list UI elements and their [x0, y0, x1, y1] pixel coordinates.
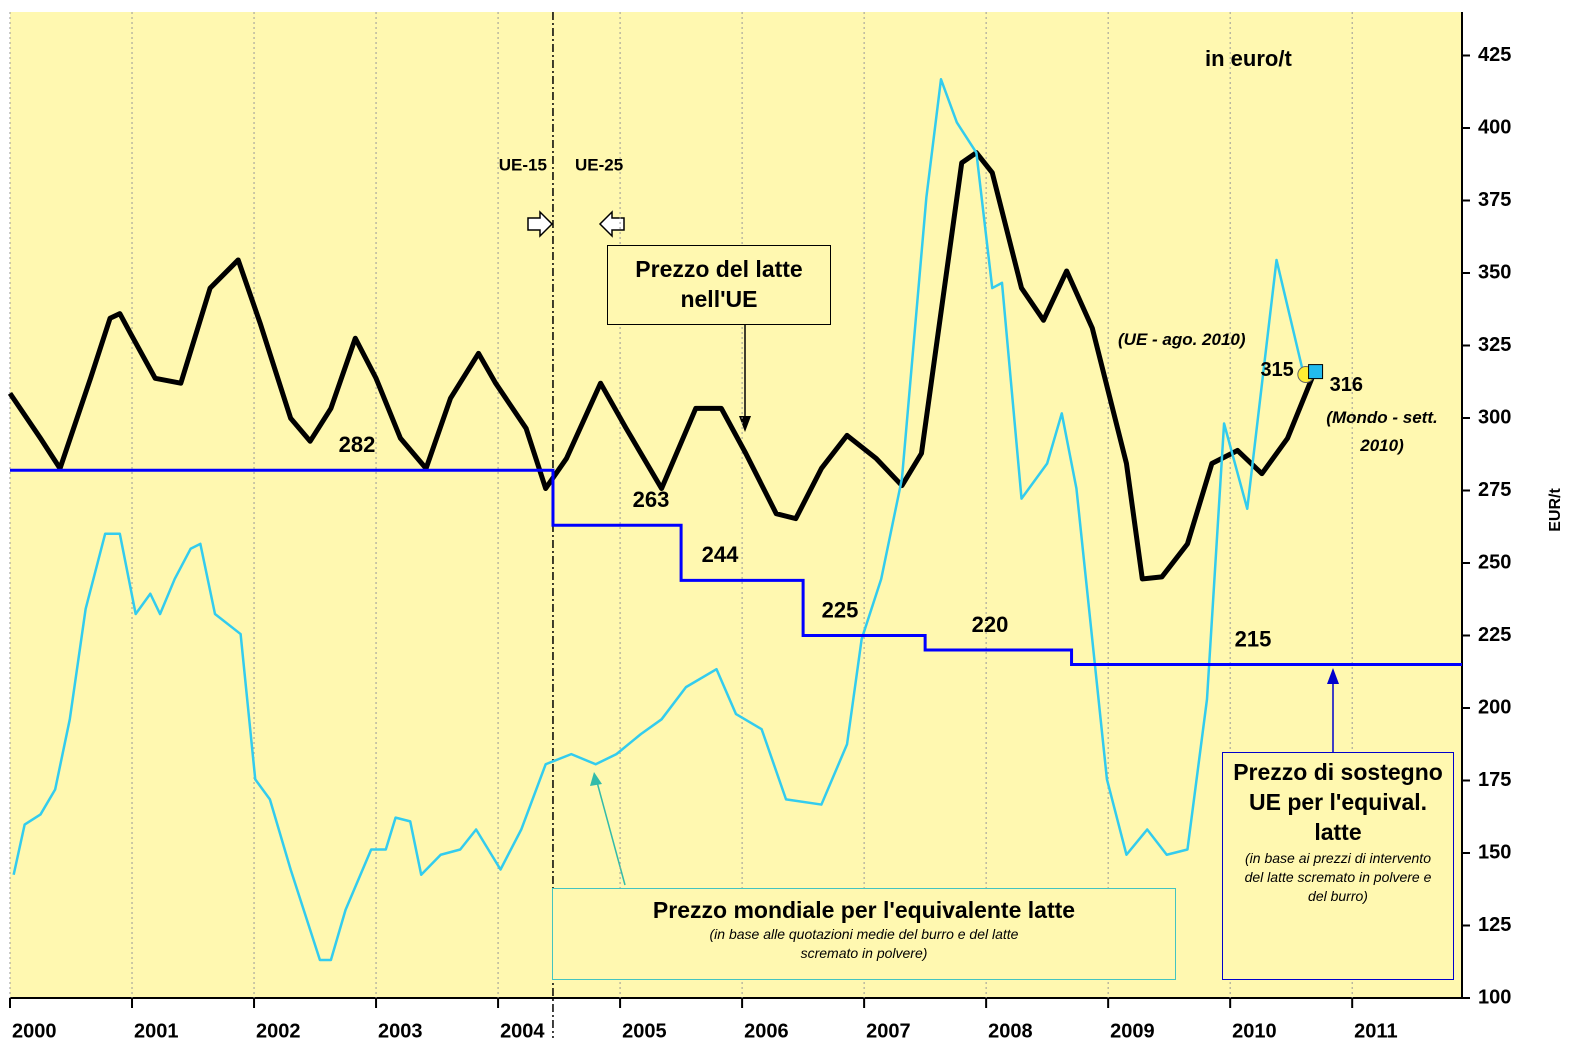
data-label: 263 [633, 487, 670, 512]
y-tick-label: 175 [1478, 769, 1511, 791]
data-label: 225 [822, 597, 859, 622]
y-tick-label: 150 [1478, 841, 1511, 863]
y-tick-label: 250 [1478, 551, 1511, 573]
x-tick-label: 2006 [744, 1020, 789, 1042]
x-tick-label: 2010 [1232, 1020, 1277, 1042]
arrow-icon [527, 210, 554, 238]
marker-value: 315 [1260, 359, 1293, 381]
y-tick-label: 275 [1478, 479, 1511, 501]
legend-label: Prezzo di sostegno UE per l'equival. lat… [1233, 759, 1443, 845]
legend-note: (in base ai prezzi di intervento del lat… [1244, 850, 1432, 904]
series-line [7, 150, 1315, 582]
pointer-head [1327, 668, 1339, 684]
x-tick-label: 2009 [1110, 1020, 1155, 1042]
support-line [10, 468, 1462, 666]
end-marker [1308, 364, 1324, 380]
legend-eu: Prezzo del latte nell'UE [607, 245, 831, 325]
divider-label: UE-25 [575, 155, 623, 174]
y-tick-label: 350 [1478, 261, 1511, 283]
y-tick-label: 400 [1478, 116, 1511, 138]
pointer-head [590, 772, 602, 786]
y-tick-label: 200 [1478, 696, 1511, 718]
legend-world: Prezzo mondiale per l'equivalente latte (… [552, 888, 1176, 980]
x-tick-label: 2005 [622, 1020, 667, 1042]
data-label: 282 [339, 432, 376, 457]
data-label: 215 [1235, 626, 1272, 651]
x-tick-label: 2002 [256, 1020, 301, 1042]
y-tick-label: 375 [1478, 189, 1511, 211]
x-tick-label: 2000 [12, 1020, 57, 1042]
marker-label: (Mondo - sett. 2010) [1326, 408, 1438, 455]
x-tick-label: 2007 [866, 1020, 911, 1042]
pointer-head [739, 416, 751, 432]
x-tick-label: 2003 [378, 1020, 423, 1042]
x-tick-label: 2008 [988, 1020, 1033, 1042]
y-tick-label: 125 [1478, 914, 1511, 936]
legend-support: Prezzo di sostegno UE per l'equival. lat… [1222, 752, 1454, 980]
y-axis-label: EUR/t [1547, 488, 1564, 532]
legend-label: Prezzo mondiale per l'equivalente latte [652, 897, 1076, 923]
marker-value: 316 [1330, 374, 1363, 396]
series-line [12, 78, 1304, 962]
x-tick-label: 2004 [500, 1020, 545, 1042]
unit-label: in euro/t [1205, 46, 1292, 71]
x-tick-label: 2001 [134, 1020, 179, 1042]
x-tick-label: 2011 [1354, 1020, 1397, 1042]
legend-note: (in base alle quotazioni medie del burro… [709, 926, 1019, 961]
y-tick-label: 300 [1478, 406, 1511, 428]
legend-label: Prezzo del latte nell'UE [635, 256, 803, 312]
y-tick-label: 425 [1478, 44, 1511, 66]
arrow-icon [598, 210, 625, 238]
marker-label: (UE - ago. 2010) [1118, 330, 1246, 349]
data-label: 220 [972, 612, 1009, 637]
y-tick-label: 225 [1478, 624, 1511, 646]
y-tick-label: 100 [1478, 986, 1511, 1008]
y-tick-label: 325 [1478, 334, 1511, 356]
divider-label: UE-15 [499, 155, 547, 174]
data-label: 244 [702, 542, 739, 567]
